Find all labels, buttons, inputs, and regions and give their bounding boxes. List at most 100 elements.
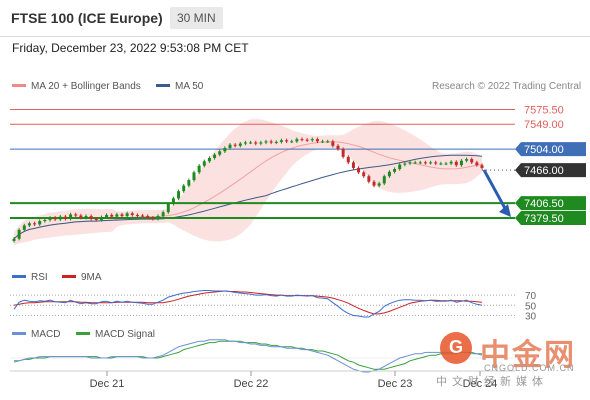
rsi-ma-line [13,290,483,315]
candle-body [372,181,376,186]
candle-body [254,142,258,144]
candle-body [243,142,247,144]
candle-body [99,217,103,220]
candle-body [295,139,299,142]
candle-body [192,172,196,181]
legend-ma50-label: MA 50 [175,81,204,92]
level-label-7406.50: 7406.50 [515,196,586,211]
candle-body [475,162,479,166]
candle-body [218,151,222,155]
instrument-title: FTSE 100 (ICE Europe) [11,10,163,26]
x-tick-label: Dec 22 [234,378,269,390]
timestamp: Friday, December 23, 2022 9:53:08 PM CET [12,41,249,55]
candle-body [269,141,273,143]
level-value: 7379.50 [524,213,564,225]
candle-body [315,139,319,142]
legend-bollinger-swatch [12,83,26,87]
candle-body [387,171,391,177]
bollinger-band-area [14,119,482,246]
timeframe-badge[interactable]: 30 MIN [170,7,223,29]
candle-body [398,164,402,170]
candle-body [22,225,26,230]
candle-body [63,216,67,219]
legend-ma50: MA 50 [156,81,203,92]
candle-body [444,163,448,165]
level-tag [515,211,586,226]
candle-body [310,139,314,141]
candle-body [228,144,232,149]
level-value: 7575.50 [524,105,564,117]
legend-macd-signal-label: MACD Signal [95,329,156,340]
level-tag [515,196,586,211]
candle-body [357,167,361,173]
level-label-7549.00: 7549.00 [524,119,564,131]
chart-header: FTSE 100 (ICE Europe) 30 MIN [0,0,590,36]
legend-rsi-swatch [12,274,26,278]
candle-body [259,142,263,144]
candle-body [94,218,98,220]
candle-body [423,162,427,164]
candle-body [341,149,345,157]
x-tick-label: Dec 21 [90,378,125,390]
level-label-7466.00: 7466.00 [515,163,586,178]
candle-body [27,223,31,226]
legend-macd-label: MACD [31,329,61,340]
candle-body [105,214,109,218]
candle-body [161,212,165,217]
macd-line [13,339,483,373]
candle-body [130,213,134,215]
legend-macd-signal: MACD Signal [76,329,155,340]
watermark-logo: G [440,332,472,364]
legend-rsi-ma: 9MA [62,272,102,283]
watermark: G 中金网 CNGOLD.COM.CN 中文财经新媒体 [436,330,590,390]
candle-body [459,160,463,166]
level-label-7504.00: 7504.00 [515,142,586,157]
legend-macd-signal-swatch [76,331,90,335]
legend-rsi-ma-swatch [62,274,76,278]
candle-body [382,176,386,184]
level-value: 7466.00 [524,165,564,177]
candle-body [12,238,16,241]
candle-body [115,214,119,217]
header-divider [0,36,590,37]
legend-bollinger-label: MA 20 + Bollinger Bands [31,81,141,92]
candle-body [403,163,407,165]
candle-body [43,219,47,222]
candle-body [177,191,181,199]
watermark-name: 中金网 [480,338,576,373]
macd-signal-line [14,340,482,370]
candle-body [38,221,42,225]
forecast-arrow-head [499,204,511,218]
legend-bollinger: MA 20 + Bollinger Bands [12,81,141,92]
candle-body [233,144,237,146]
candle-body [238,143,242,146]
candle-body [197,165,201,173]
candle-body [393,169,397,172]
candle-body [120,214,124,217]
candle-body [166,203,170,213]
watermark-url: CNGOLD.COM.CN [484,363,575,373]
level-tag [515,163,586,178]
legend-rsi-ma-label: 9MA [81,272,102,283]
legend-macd-swatch [12,331,26,335]
rsi-level-label: 30 [525,311,537,322]
candle-body [213,154,217,158]
candle-body [182,185,186,192]
candle-body [151,217,155,219]
candle-body [69,214,73,219]
level-label-7379.50: 7379.50 [515,211,586,226]
candle-body [305,139,309,141]
candle-body [321,141,325,143]
rsi-line [13,290,483,318]
candle-body [300,139,304,141]
candle-body [33,223,37,225]
candle-body [439,163,443,165]
candle-body [377,183,381,186]
candle-body [279,140,283,142]
level-value: 7504.00 [524,144,564,156]
candle-body [285,140,289,142]
candle-body [146,216,150,218]
x-tick-label: Dec 23 [378,378,413,390]
candle-body [141,215,145,217]
